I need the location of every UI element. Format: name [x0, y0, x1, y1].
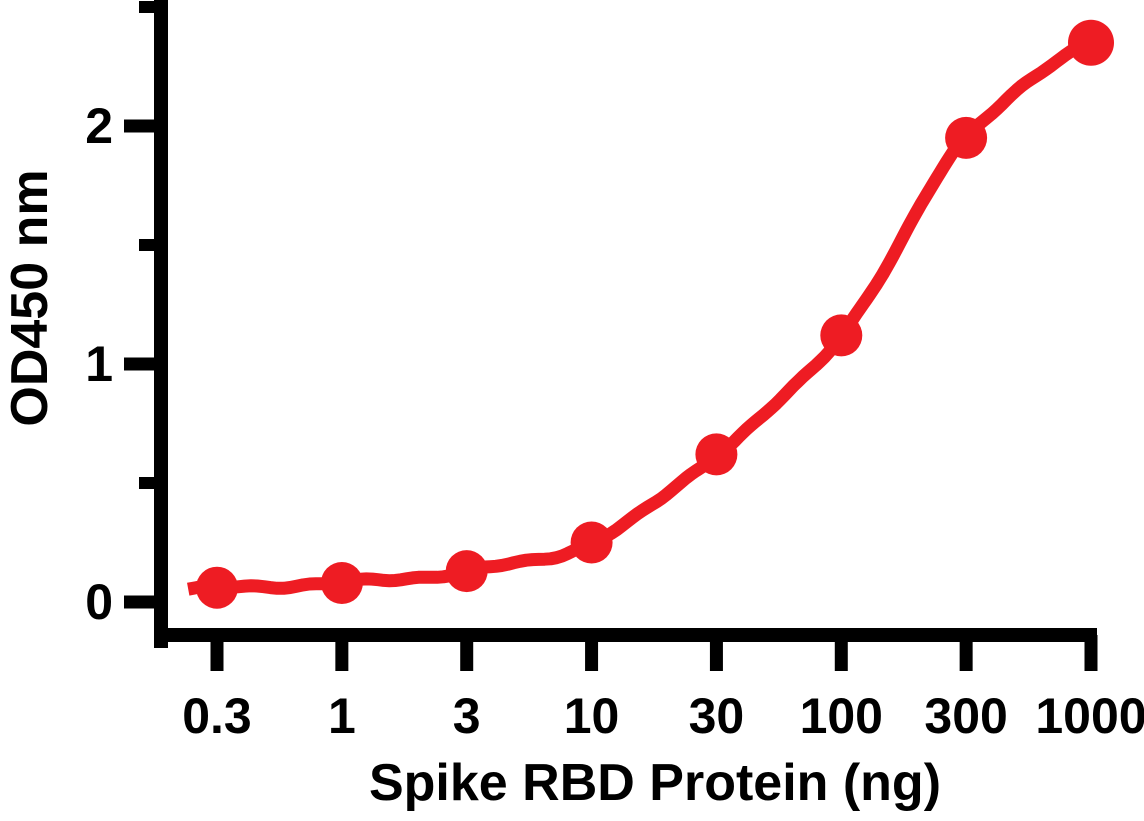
y-tick-label: 1 — [85, 336, 113, 392]
y-tick-label: 0 — [85, 574, 113, 630]
x-tick-label: 1 — [328, 688, 356, 744]
x-tick-label: 10 — [564, 688, 620, 744]
axes-layer — [124, 0, 1098, 671]
data-point-marker — [1068, 19, 1114, 66]
series-layer — [187, 19, 1114, 609]
x-tick-label: 3 — [453, 688, 481, 744]
x-axis-title: Spike RBD Protein (ng) — [369, 754, 941, 812]
x-tick-label: 0.3 — [182, 688, 252, 744]
data-point-marker — [945, 116, 988, 159]
data-point-marker — [570, 521, 613, 564]
y-axis-title: OD450 nm — [1, 169, 59, 426]
data-point-marker — [445, 550, 488, 593]
tick-labels-layer: 0 1 2 0.3 1 3 10 30 100 300 1000 — [85, 98, 1144, 744]
x-tick-label: 30 — [689, 688, 745, 744]
data-point-marker — [820, 314, 863, 357]
data-point-marker — [320, 562, 363, 604]
data-point-marker — [196, 566, 238, 609]
data-point-marker — [695, 433, 738, 476]
x-tick-label: 300 — [924, 688, 1007, 744]
x-tick-label: 100 — [800, 688, 883, 744]
y-tick-label: 2 — [85, 98, 113, 154]
x-tick-label: 1000 — [1035, 688, 1144, 744]
